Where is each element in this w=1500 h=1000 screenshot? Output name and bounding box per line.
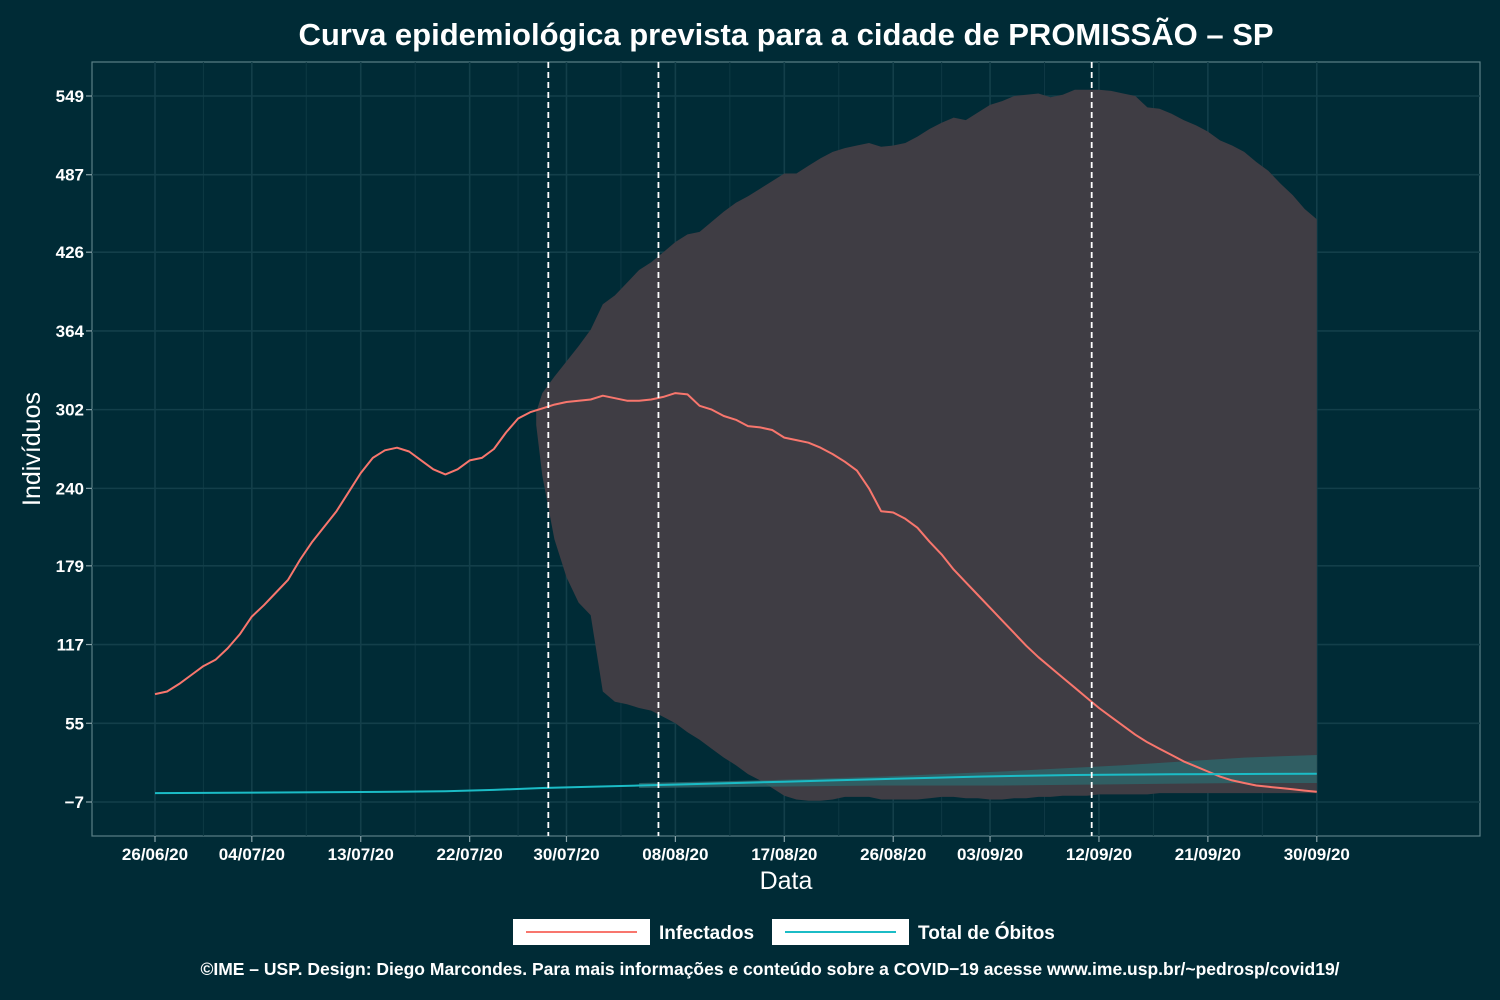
- plot-panel-border: [91, 61, 1481, 837]
- x-tick-label: 21/09/20: [1175, 845, 1241, 864]
- legend-label-total-obitos: Total de Óbitos: [918, 922, 1055, 944]
- y-tick-label: −7: [65, 793, 84, 812]
- series-lines: [154, 392, 1317, 795]
- x-tick-label: 30/07/20: [533, 845, 599, 864]
- x-tick-label: 04/07/20: [219, 845, 285, 864]
- x-tick-label: 30/09/20: [1284, 845, 1350, 864]
- plot-area: [91, 61, 1481, 837]
- y-tick-label: 179: [56, 557, 84, 576]
- y-axis-ticks: −7 55 117 179 240 302 364 426 487 549: [56, 87, 92, 812]
- x-tick-label: 22/07/20: [437, 845, 503, 864]
- x-tick-label: 17/08/20: [751, 845, 817, 864]
- y-tick-label: 55: [65, 714, 84, 733]
- y-axis-title: Indivíduos: [18, 392, 46, 506]
- legend-item-total-obitos: Total de Óbitos: [772, 919, 1055, 945]
- y-tick-label: 426: [56, 243, 84, 262]
- series-line-infectados: [154, 392, 1317, 793]
- y-tick-label: 549: [56, 87, 84, 106]
- y-tick-label: 117: [57, 636, 84, 655]
- confidence-band-1: [536, 89, 1317, 801]
- vertical-reference-lines: [547, 62, 1093, 836]
- legend-item-infectados: Infectados: [513, 919, 754, 945]
- x-tick-label: 03/09/20: [957, 845, 1023, 864]
- x-tick-label: 12/09/20: [1066, 845, 1132, 864]
- y-tick-label: 302: [56, 401, 84, 420]
- confidence-bands: [536, 89, 1317, 801]
- x-axis-title: Data: [760, 867, 813, 895]
- x-tick-label: 13/07/20: [328, 845, 394, 864]
- x-tick-label: 26/08/20: [860, 845, 926, 864]
- y-tick-label: 364: [56, 322, 85, 341]
- chart-title: Curva epidemiológica prevista para a cid…: [298, 17, 1273, 52]
- x-axis-ticks: 26/06/20 04/07/20 13/07/20 22/07/20 30/07/20…: [122, 836, 1350, 864]
- legend: Infectados Total de Óbitos: [513, 919, 1055, 945]
- legend-label-infectados: Infectados: [659, 923, 754, 944]
- x-tick-label: 26/06/20: [122, 845, 188, 864]
- series-line-total-obitos: [154, 772, 1317, 795]
- caption: ©IME – USP. Design: Diego Marcondes. Par…: [200, 959, 1339, 979]
- x-tick-label: 08/08/20: [642, 845, 708, 864]
- y-tick-label: 487: [56, 166, 84, 185]
- confidence-band-2: [639, 755, 1317, 788]
- y-tick-label: 240: [56, 479, 84, 498]
